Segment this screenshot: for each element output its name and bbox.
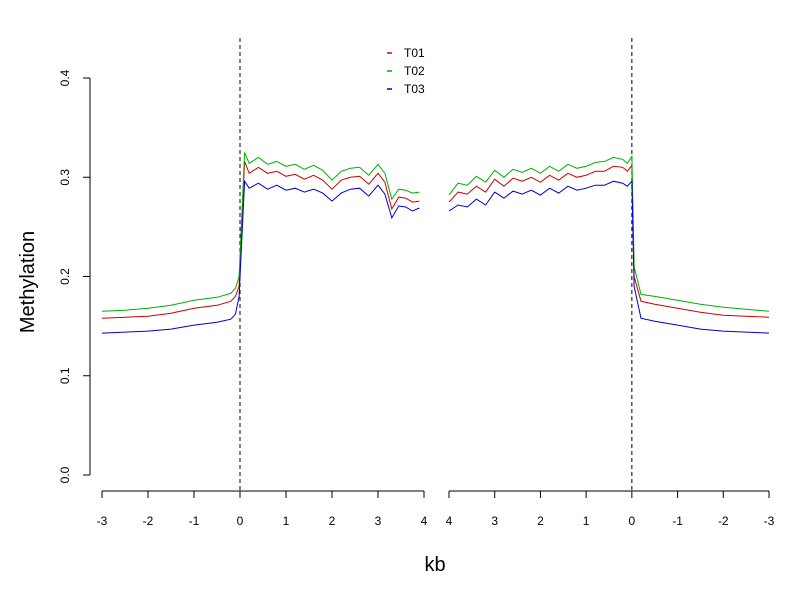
series-T01-left-line [101, 161, 420, 319]
right-panel: 4 3 2 1 0 -1 -2 -3 [446, 38, 775, 528]
left-panel: -3 -2 -1 0 1 2 3 4 [97, 38, 428, 528]
x-tick-label: -2 [718, 514, 729, 528]
legend: T01 T02 T03 [387, 46, 425, 96]
y-axis: 0.0 0.1 0.2 0.3 0.4 [58, 69, 91, 483]
x-tick-label: 2 [329, 514, 336, 528]
y-tick-label: 0.4 [58, 69, 72, 86]
x-tick-label: -1 [189, 514, 200, 528]
legend-label: T02 [404, 64, 425, 78]
y-axis-title: Methylation [17, 231, 39, 333]
legend-label: T01 [404, 46, 425, 60]
legend-label: T03 [404, 82, 425, 96]
series-T02-right-line [448, 154, 770, 312]
series-T03-right-line [448, 179, 770, 334]
x-axis-title: kb [424, 554, 445, 576]
x-tick-label: 2 [537, 514, 544, 528]
x-tick-label: -1 [672, 514, 683, 528]
y-tick-label: 0.2 [58, 268, 72, 285]
x-tick-label: -3 [97, 514, 108, 528]
x-tick-label: 0 [629, 514, 636, 528]
x-tick-label: 4 [446, 514, 453, 528]
x-tick-label: -2 [143, 514, 154, 528]
x-tick-label: 3 [375, 514, 382, 528]
series-T01-right-line [448, 163, 770, 318]
x-tick-label: 1 [283, 514, 290, 528]
x-tick-label: 3 [491, 514, 498, 528]
x-tick-label: 1 [583, 514, 590, 528]
x-tick-label: -3 [764, 514, 775, 528]
y-tick-label: 0.1 [58, 367, 72, 384]
y-tick-label: 0.0 [58, 466, 72, 483]
x-tick-label: 4 [421, 514, 428, 528]
y-tick-label: 0.3 [58, 169, 72, 186]
series-T03-left-line [101, 179, 420, 334]
x-tick-label: 0 [237, 514, 244, 528]
series-T02-left-line [101, 152, 420, 312]
